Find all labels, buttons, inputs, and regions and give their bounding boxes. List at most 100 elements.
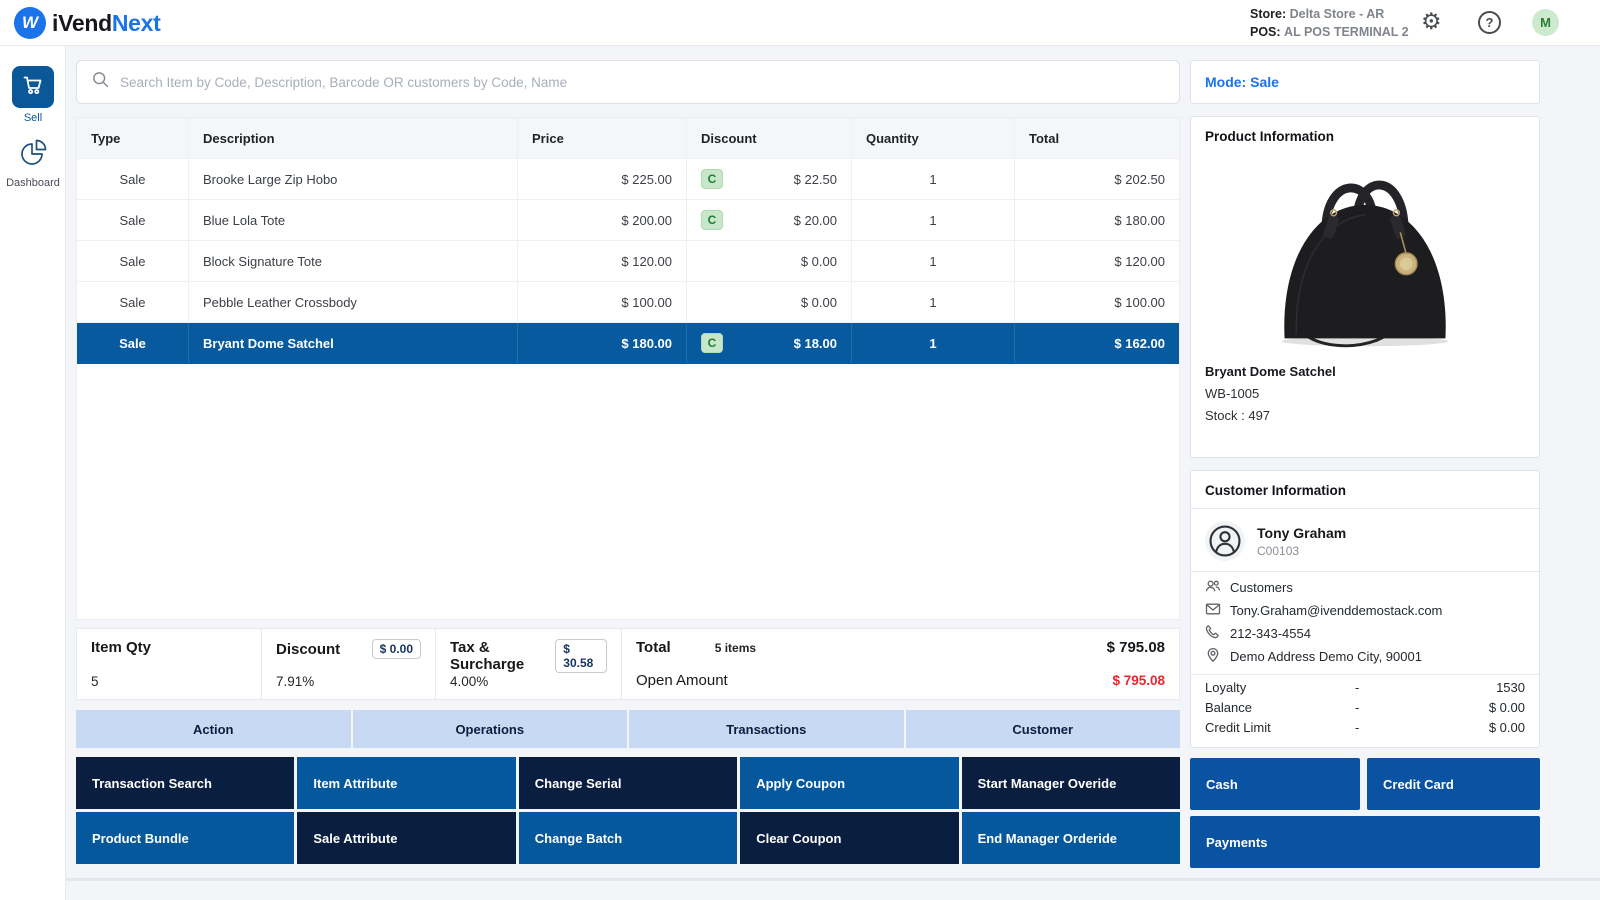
brand-name: iVendNext: [52, 10, 161, 37]
table-row[interactable]: Sale Block Signature Tote $ 120.00 $ 0.0…: [77, 241, 1179, 282]
item-qty-label: Item Qty: [91, 639, 152, 656]
customer-information-panel: Customer Information Tony Graham C00103 …: [1190, 470, 1540, 748]
product-name: Bryant Dome Satchel: [1205, 364, 1336, 379]
sidebar-item-sell[interactable]: [12, 66, 54, 108]
cart-icon: [21, 73, 45, 102]
cell-discount: C $ 20.00: [687, 200, 852, 240]
cell-discount: C $ 18.00: [687, 323, 852, 363]
loyalty-separator: -: [1355, 680, 1360, 695]
summary-tax: Tax & Surcharge $ 30.58 4.00%: [436, 629, 622, 699]
cell-type: Sale: [77, 323, 189, 363]
bottom-scroll-track[interactable]: [66, 878, 1600, 881]
credit-limit-separator: -: [1355, 720, 1360, 735]
item-attribute-button[interactable]: Item Attribute: [297, 757, 516, 809]
brand-name-right: Next: [111, 9, 161, 36]
summary-discount: Discount $ 0.00 7.91%: [262, 629, 436, 699]
total-label: Total: [636, 639, 671, 656]
pos-label: POS:: [1250, 25, 1281, 39]
tab-operations[interactable]: Operations: [352, 710, 627, 748]
dashboard-pie-icon[interactable]: [19, 138, 48, 167]
end-manager-override-button[interactable]: End Manager Orderide: [961, 812, 1180, 864]
table-row-selected[interactable]: Sale Bryant Dome Satchel $ 180.00 C $ 18.…: [77, 323, 1179, 364]
table-row[interactable]: Sale Blue Lola Tote $ 200.00 C $ 20.00 1 …: [77, 200, 1179, 241]
loyalty-value: 1530: [1496, 680, 1525, 695]
brand-logo: W iVendNext: [14, 7, 161, 39]
apply-coupon-button[interactable]: Apply Coupon: [740, 757, 959, 809]
credit-card-button[interactable]: Credit Card: [1367, 758, 1540, 810]
customer-name-block: Tony Graham C00103: [1257, 525, 1346, 558]
table-row[interactable]: Sale Brooke Large Zip Hobo $ 225.00 C $ 2…: [77, 159, 1179, 200]
cell-price: $ 120.00: [518, 241, 687, 281]
cart-table-header: Type Description Price Discount Quantity…: [77, 118, 1179, 159]
product-bundle-button[interactable]: Product Bundle: [76, 812, 295, 864]
divider: [1191, 674, 1539, 675]
cell-price: $ 200.00: [518, 200, 687, 240]
loyalty-label: Loyalty: [1205, 680, 1247, 695]
payments-button[interactable]: Payments: [1190, 816, 1540, 868]
coupon-badge: C: [701, 210, 723, 230]
start-manager-override-button[interactable]: Start Manager Overide: [961, 757, 1180, 809]
tax-amount-pill: $ 30.58: [555, 639, 607, 673]
balance-label: Balance: [1205, 700, 1252, 715]
tab-action[interactable]: Action: [76, 710, 351, 748]
balance-row: Balance - $ 0.00: [1205, 700, 1525, 715]
cart-table: Type Description Price Discount Quantity…: [76, 117, 1180, 620]
cell-description: Blue Lola Tote: [189, 200, 518, 240]
clear-coupon-button[interactable]: Clear Coupon: [740, 812, 959, 864]
cell-description: Brooke Large Zip Hobo: [189, 159, 518, 199]
product-stock: Stock : 497: [1205, 408, 1271, 423]
col-header-description: Description: [189, 118, 518, 158]
item-search-bar: [76, 60, 1180, 104]
cell-description: Pebble Leather Crossbody: [189, 282, 518, 322]
tax-label: Tax & Surcharge: [450, 639, 525, 673]
coupon-badge: C: [701, 333, 723, 353]
customer-phone-row: 212-343-4554: [1205, 625, 1525, 641]
tab-transactions[interactable]: Transactions: [629, 710, 904, 748]
divider: [1191, 571, 1539, 572]
discount-amount: $ 20.00: [793, 212, 837, 228]
col-header-price: Price: [518, 118, 687, 158]
col-header-type: Type: [77, 118, 189, 158]
action-button-grid: Transaction Search Item Attribute Change…: [76, 757, 1180, 864]
cash-button[interactable]: Cash: [1190, 758, 1360, 810]
sale-attribute-button[interactable]: Sale Attribute: [297, 812, 516, 864]
summary-total: Total 5 items $ 795.08 Open Amount $ 795…: [622, 629, 1179, 699]
user-avatar[interactable]: M: [1532, 9, 1559, 36]
search-input[interactable]: [120, 74, 1165, 90]
brand-logo-icon: W: [14, 7, 46, 39]
customer-address-row: Demo Address Demo City, 90001: [1205, 647, 1525, 666]
brand-name-left: iVend: [52, 9, 112, 36]
tab-customer[interactable]: Customer: [905, 710, 1180, 748]
balance-separator: -: [1355, 700, 1360, 715]
cell-total: $ 180.00: [1114, 212, 1165, 228]
settings-gear-icon[interactable]: ⚙: [1421, 8, 1442, 34]
change-batch-button[interactable]: Change Batch: [518, 812, 738, 864]
total-items-count: 5 items: [714, 640, 757, 655]
left-sidebar: Sell Dashboard: [0, 46, 66, 900]
balance-value: $ 0.00: [1488, 700, 1525, 715]
summary-item-qty: Item Qty 5: [77, 629, 262, 699]
cell-total: $ 162.00: [1114, 335, 1165, 351]
credit-limit-label: Credit Limit: [1205, 720, 1271, 735]
divider: [1191, 508, 1539, 509]
mode-indicator: Mode: Sale: [1190, 60, 1540, 104]
discount-amount: $ 18.00: [793, 335, 837, 351]
tax-percent: 4.00%: [450, 674, 489, 689]
cell-type: Sale: [77, 159, 189, 199]
transaction-search-button[interactable]: Transaction Search: [76, 757, 295, 809]
cell-quantity: 1: [852, 323, 1015, 363]
cell-type: Sale: [77, 282, 189, 322]
sidebar-item-sell-label: Sell: [23, 112, 43, 124]
change-serial-button[interactable]: Change Serial: [518, 757, 738, 809]
item-qty-value: 5: [91, 674, 99, 689]
customer-identity: Tony Graham C00103: [1205, 521, 1525, 561]
store-label: Store:: [1250, 7, 1287, 21]
location-pin-icon: [1205, 647, 1221, 666]
app-header: W iVendNext Store: Delta Store - AR POS:…: [0, 0, 1600, 46]
store-pos-info: Store: Delta Store - AR POS: AL POS TERM…: [1250, 5, 1409, 41]
sidebar-item-dashboard-label: Dashboard: [6, 177, 60, 189]
customer-avatar-icon: [1205, 521, 1245, 561]
table-row[interactable]: Sale Pebble Leather Crossbody $ 100.00 $…: [77, 282, 1179, 323]
help-icon[interactable]: ?: [1478, 11, 1501, 34]
open-amount-value: $ 795.08: [1112, 673, 1165, 688]
